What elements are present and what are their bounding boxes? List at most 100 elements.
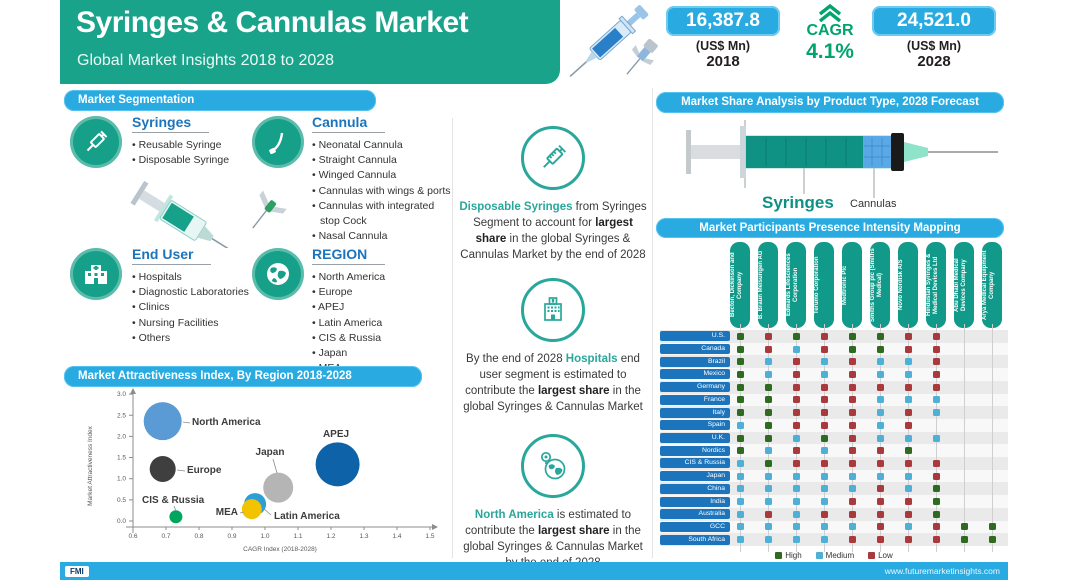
company-name: Becton, Dickinson and Company xyxy=(730,252,743,318)
presence-dot-high xyxy=(764,409,772,417)
presence-dot-low xyxy=(876,383,884,391)
svg-text:1.0: 1.0 xyxy=(117,476,126,483)
presence-dot-low xyxy=(876,536,884,544)
svg-text:1.4: 1.4 xyxy=(392,533,401,540)
presence-dot-medium xyxy=(792,345,800,353)
heatmap-row xyxy=(660,330,1008,343)
hospital-outline-icon xyxy=(521,278,585,342)
presence-dot-medium xyxy=(820,358,828,366)
cagr-up-icon xyxy=(818,3,842,22)
svg-text:2.5: 2.5 xyxy=(117,412,126,419)
globe-pin-icon xyxy=(521,434,585,498)
company-name: Abu Dhabi Medical Devices Company xyxy=(954,258,967,312)
presence-dot-medium xyxy=(876,421,884,429)
insight-body: in the global Syringes & Cannulas Market… xyxy=(460,233,646,262)
insight-strong: largest share xyxy=(537,385,610,398)
company-name: Smiths Group plc (Smiths Medical) xyxy=(870,248,883,322)
share-label-syringes: Syringes xyxy=(762,193,834,212)
company-name: Terumo Corporation xyxy=(814,256,820,314)
presence-dot-medium xyxy=(876,472,884,480)
heatmap-row xyxy=(660,368,1008,381)
country-label: Nordics xyxy=(660,445,730,456)
stat-2018: 16,387.8 (US$ Mn) 2018 xyxy=(666,6,780,70)
presence-dot-high xyxy=(764,421,772,429)
presence-dot-low xyxy=(848,498,856,506)
presence-dot-low xyxy=(904,459,912,467)
presence-dot-medium xyxy=(792,434,800,442)
presence-dot-high xyxy=(736,409,744,417)
presence-dot-low xyxy=(848,409,856,417)
presence-dot-low xyxy=(904,345,912,353)
presence-dot-low xyxy=(932,370,940,378)
company-pill: Abu Dhabi Medical Devices Company xyxy=(954,242,974,328)
presence-dot-high xyxy=(764,459,772,467)
fmi-logo: FMI xyxy=(65,565,89,577)
presence-dot-medium xyxy=(848,523,856,531)
svg-text:3.0: 3.0 xyxy=(117,391,126,398)
heatmap-row xyxy=(660,482,1008,496)
presence-dot-medium xyxy=(904,358,912,366)
legend-item: Low xyxy=(868,551,893,560)
presence-heatmap: U.S. Canada Brazil Mexico Germany France Italy… xyxy=(660,324,1008,552)
bubble-label: Japan xyxy=(256,447,285,458)
insight-body: from Syringes Segment to account for xyxy=(473,201,647,230)
company-name: Novo Nordisk A/S xyxy=(898,259,904,311)
heatmap-legend: High Medium Low xyxy=(660,551,1008,560)
column-line xyxy=(992,324,993,552)
country-label: Spain xyxy=(660,420,730,431)
segment-item: APEJ xyxy=(312,300,442,315)
stat-2028: 24,521.0 (US$ Mn) 2028 xyxy=(872,6,996,70)
legend-swatch xyxy=(815,552,823,559)
presence-dot-low xyxy=(904,510,912,518)
insight-body: end user segment is estimated to contrib… xyxy=(465,353,640,398)
presence-dot-medium xyxy=(820,485,828,493)
company-pill: Becton, Dickinson and Company xyxy=(730,242,750,328)
presence-dot-medium xyxy=(792,485,800,493)
svg-text:0.5: 0.5 xyxy=(117,497,126,504)
presence-dot-medium xyxy=(736,472,744,480)
presence-dot-medium xyxy=(792,510,800,518)
heatmap-row xyxy=(660,342,1008,356)
heatmap-row xyxy=(660,469,1008,483)
insight-text: Disposable Syringes from Syringes Segmen… xyxy=(457,199,649,263)
bubble-label: North America xyxy=(192,417,261,428)
svg-text:0.0: 0.0 xyxy=(117,518,126,525)
share-label-cannulas: Cannulas xyxy=(850,198,897,210)
attractiveness-banner: Market Attractiveness Index, By Region 2… xyxy=(64,366,422,387)
presence-dot-high xyxy=(736,370,744,378)
presence-dot-low xyxy=(792,358,800,366)
country-label: Brazil xyxy=(660,356,730,367)
segment-item: Clinics xyxy=(132,300,282,315)
presence-dot-medium xyxy=(792,523,800,531)
presence-dot-low xyxy=(876,459,884,467)
legend-label: Medium xyxy=(825,551,855,560)
svg-text:2.0: 2.0 xyxy=(117,433,126,440)
presence-dot-medium xyxy=(876,358,884,366)
country-label: Mexico xyxy=(660,369,730,380)
company-pill: Medtronic Plc xyxy=(842,242,862,328)
country-label: CIS & Russia xyxy=(660,458,730,469)
presence-dot-medium xyxy=(792,536,800,544)
country-label: South Africa xyxy=(660,534,730,545)
presence-dot-medium xyxy=(792,472,800,480)
insight-text: North America is estimated to contribute… xyxy=(457,507,649,571)
insight-text: By the end of 2028 Hospitals end user se… xyxy=(457,351,649,415)
presence-dot-low xyxy=(876,485,884,493)
presence-dot-low xyxy=(932,358,940,366)
company-name: Edwards Lifesciences Corporation xyxy=(786,253,799,317)
svg-text:1.5: 1.5 xyxy=(425,533,434,540)
bubble-apej xyxy=(315,442,360,487)
segment-item: Latin America xyxy=(312,316,442,331)
footer-website: www.futuremarketinsights.com xyxy=(884,566,1000,576)
segment-item: Neonatal Cannula xyxy=(312,138,454,153)
legend-swatch xyxy=(868,552,876,559)
presence-dot-high xyxy=(736,358,744,366)
segment-list: HospitalsDiagnostic LaboratoriesClinicsN… xyxy=(132,270,282,346)
presence-dot-high xyxy=(764,434,772,442)
presence-dot-low xyxy=(932,459,940,467)
bubble-north-america xyxy=(143,402,182,441)
stat-2018-value: 16,387.8 xyxy=(666,6,780,36)
presence-dot-low xyxy=(820,345,828,353)
presence-dot-high xyxy=(792,332,800,340)
stat-2018-unit: (US$ Mn) xyxy=(695,39,751,53)
